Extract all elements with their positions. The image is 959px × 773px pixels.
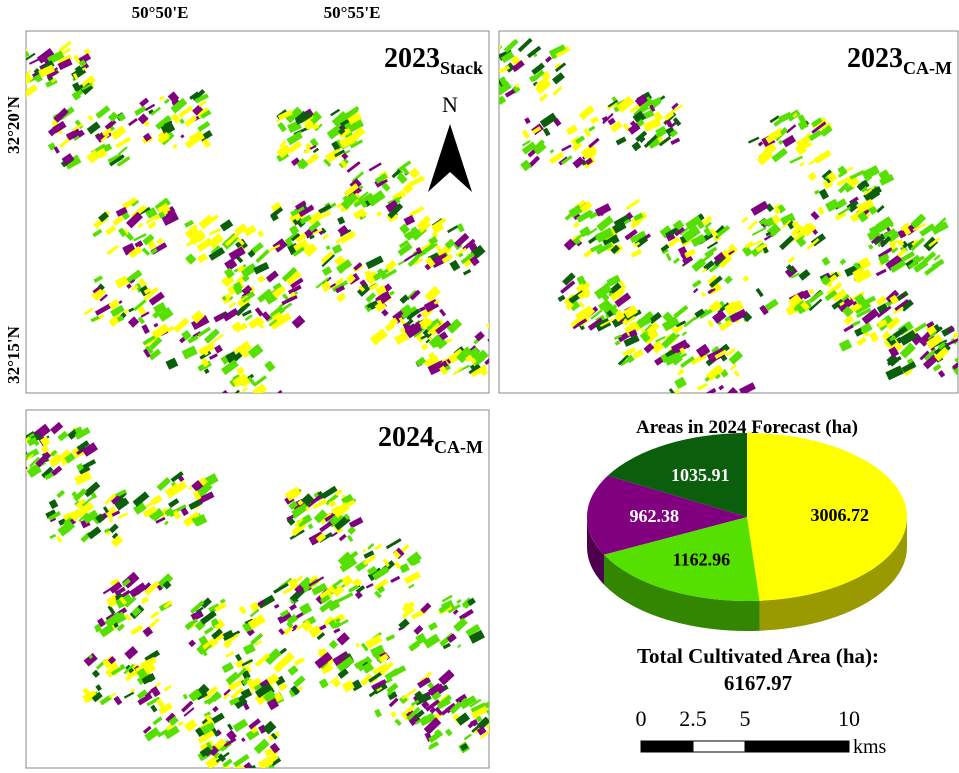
map-subscript: Stack <box>440 58 483 78</box>
map-subscript: CA-M <box>434 437 483 457</box>
field <box>489 733 495 739</box>
latitude-label: 32°20'N <box>4 95 23 154</box>
field <box>198 768 209 773</box>
scale-segment <box>693 741 745 752</box>
field <box>489 733 505 746</box>
total-value: 6167.97 <box>724 671 792 695</box>
field <box>211 394 222 405</box>
figure: 50°50'E 50°55'E 32°20'N 32°15'N Areas in… <box>0 0 959 773</box>
latitude-label: 32°15'N <box>4 325 23 384</box>
scale-segment <box>745 741 849 752</box>
field <box>698 393 706 400</box>
field <box>18 52 24 59</box>
field <box>15 443 25 453</box>
north-label: N <box>442 92 458 117</box>
scale-tick-label: 10 <box>838 706 860 731</box>
scale-tick-label: 5 <box>740 706 751 731</box>
field <box>235 395 245 405</box>
map-year: 2023 <box>847 43 903 74</box>
field <box>17 428 24 436</box>
data-label: 1035.91 <box>671 465 730 485</box>
scale-tick-label: 0 <box>636 706 647 731</box>
field <box>493 53 498 58</box>
data-label: 962.38 <box>629 506 679 526</box>
field <box>13 63 19 69</box>
canvas: 50°50'E 50°55'E 32°20'N 32°15'N Areas in… <box>0 0 959 773</box>
map-subscript: CA-M <box>903 58 952 78</box>
scale-segment <box>641 741 693 752</box>
longitude-label: 50°55'E <box>324 3 381 22</box>
map-year: 2023 <box>384 43 440 74</box>
field <box>271 397 279 404</box>
scale-tick-label: 2.5 <box>679 706 707 731</box>
map-year: 2024 <box>378 422 434 453</box>
longitude-label: 50°50'E <box>132 3 189 22</box>
field <box>14 442 25 452</box>
total-label: Total Cultivated Area (ha): <box>637 644 879 668</box>
field <box>13 464 27 474</box>
data-label: 3006.72 <box>810 505 869 525</box>
data-label: 1162.96 <box>673 549 731 569</box>
field <box>686 393 698 405</box>
scale-unit: kms <box>853 736 887 758</box>
field <box>258 394 273 408</box>
